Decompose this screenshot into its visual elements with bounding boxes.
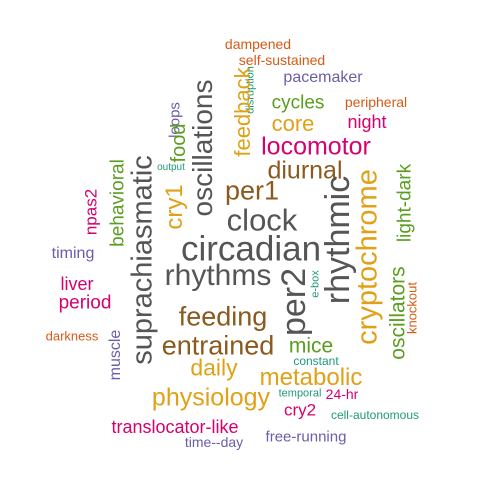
word-muscle: muscle bbox=[107, 329, 124, 381]
word-suprachiasmatic: suprachiasmatic bbox=[126, 155, 159, 365]
word-diurnal: diurnal bbox=[267, 156, 343, 185]
word-rhythmic: rhythmic bbox=[319, 175, 357, 305]
word-per2: per2 bbox=[275, 267, 313, 337]
word-dampened: dampened bbox=[224, 36, 292, 52]
word-npas2: npas2 bbox=[81, 188, 101, 236]
word-constant: constant bbox=[293, 354, 339, 368]
word-cryptochrome: cryptochrome bbox=[351, 169, 384, 345]
word-light-dark: light-dark bbox=[394, 163, 416, 243]
word-metabolic: metabolic bbox=[259, 364, 363, 391]
word-time--day: time--day bbox=[184, 434, 244, 450]
word-oscillations: oscillations bbox=[187, 79, 218, 217]
word-mice: mice bbox=[288, 334, 334, 358]
word-translocator-like: translocator-like bbox=[111, 417, 239, 437]
word-feedback: feedback bbox=[230, 67, 255, 157]
word-food: food bbox=[168, 123, 190, 163]
word-darkness: darkness bbox=[45, 328, 99, 344]
word-output: output bbox=[157, 162, 185, 173]
word-timing: timing bbox=[51, 245, 95, 262]
word-temporal: temporal bbox=[278, 387, 322, 400]
word-liver: liver bbox=[60, 274, 94, 294]
word-cell-autonomous: cell-autonomous bbox=[330, 408, 420, 422]
word-free-running: free-running bbox=[265, 428, 347, 446]
word-physiology: physiology bbox=[151, 383, 271, 412]
word-pacemaker: pacemaker bbox=[283, 69, 363, 86]
word-per1: per1 bbox=[224, 175, 280, 206]
word-knockout: knockout bbox=[404, 281, 420, 335]
word-peripheral: peripheral bbox=[344, 94, 408, 110]
word-feeding: feeding bbox=[178, 301, 268, 332]
word-rhythms: rhythms bbox=[164, 259, 272, 292]
word-self-sustained: self-sustained bbox=[238, 52, 326, 68]
word-entrained: entrained bbox=[161, 330, 275, 361]
word-night: night bbox=[347, 112, 387, 132]
word-behavioral: behavioral bbox=[107, 159, 129, 247]
word-cry2: cry2 bbox=[283, 400, 317, 420]
word-period: period bbox=[58, 292, 112, 314]
word-cycles: cycles bbox=[271, 92, 325, 114]
word-circadian: circadian bbox=[180, 229, 322, 269]
word-clock: clock bbox=[226, 202, 298, 238]
word-daily: daily bbox=[190, 354, 238, 381]
word-24-hr: 24-hr bbox=[325, 386, 359, 402]
word-locomotor: locomotor bbox=[261, 132, 371, 161]
word-core: core bbox=[271, 111, 315, 136]
word-e-box: e-box bbox=[309, 270, 322, 298]
word-cry1: cry1 bbox=[161, 184, 188, 230]
